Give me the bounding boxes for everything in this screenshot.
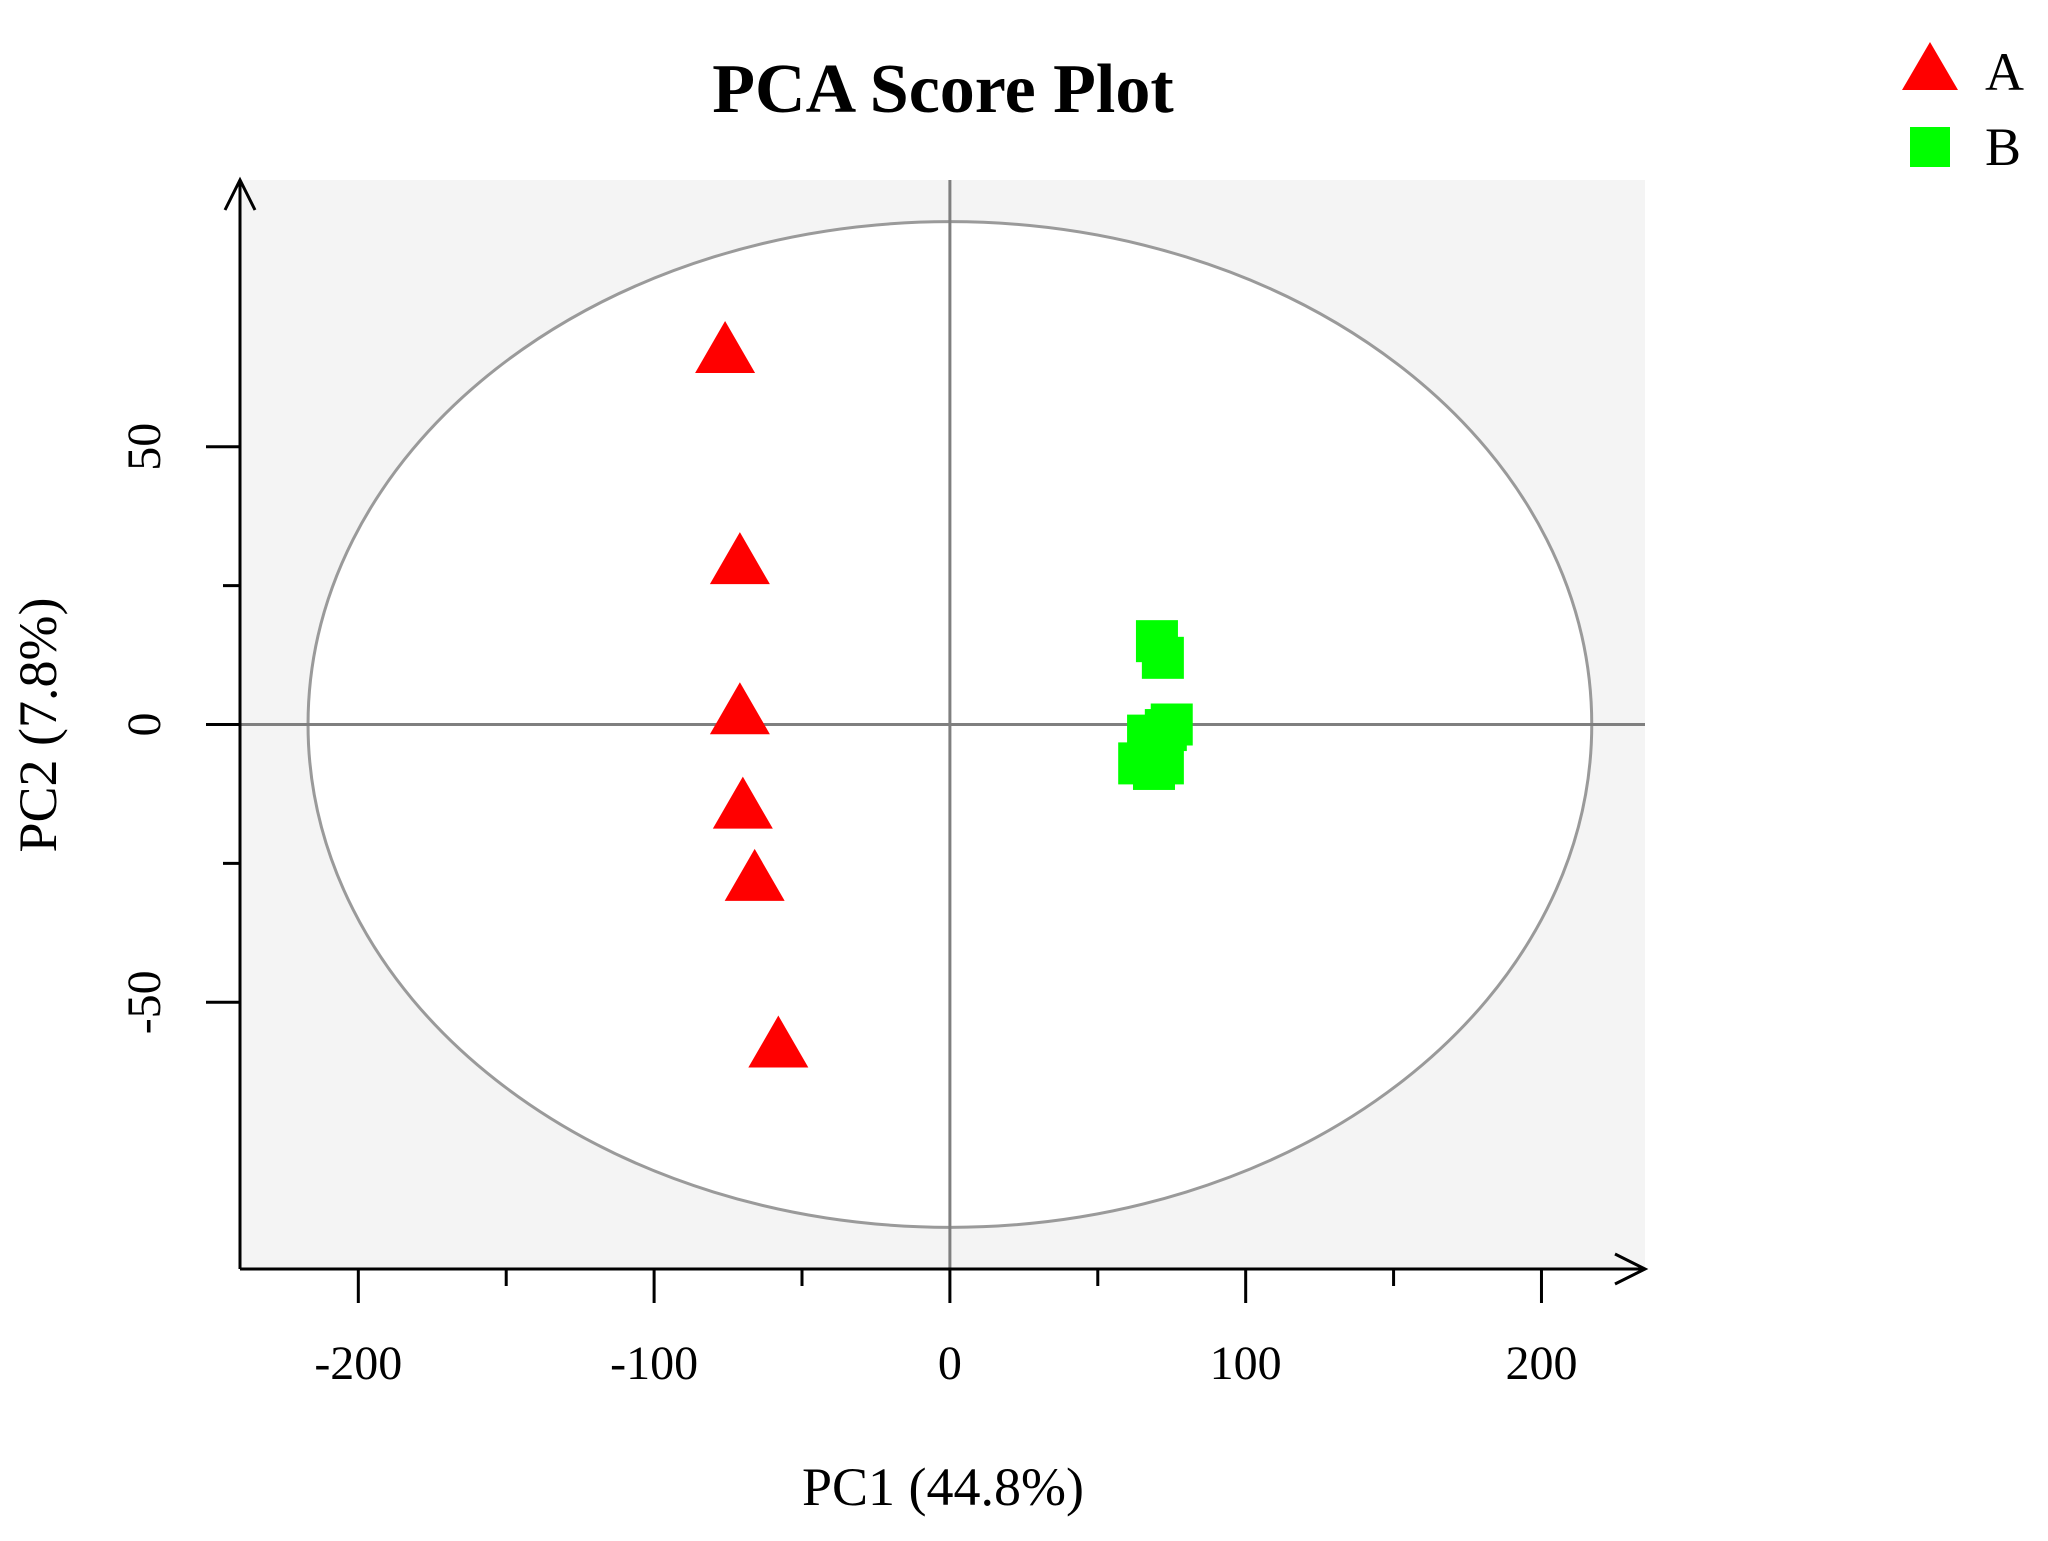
x-tick-label: 200 xyxy=(1505,1337,1577,1390)
point-a-triangle xyxy=(712,776,773,829)
y-axis-ticks: -50 0 50 xyxy=(118,423,240,1034)
legend-label: A xyxy=(1985,42,2024,102)
point-a-triangle xyxy=(695,321,756,374)
y-tick-label: 50 xyxy=(118,423,171,471)
chart-title: PCA Score Plot xyxy=(712,51,1173,128)
legend-label: B xyxy=(1985,117,2021,177)
point-a-triangle xyxy=(748,1015,809,1068)
x-axis-arrow-icon xyxy=(1614,1252,1649,1286)
data-points xyxy=(695,321,1193,1068)
x-axis-label: PC1 (44.8%) xyxy=(802,1457,1084,1517)
point-a-triangle xyxy=(709,682,770,735)
point-a-triangle xyxy=(724,848,785,901)
y-axis-arrow-icon xyxy=(223,176,257,211)
point-a-triangle xyxy=(709,532,770,585)
point-b-square xyxy=(1141,742,1184,785)
x-axis-ticks: -200 -100 0 100 200 xyxy=(314,1269,1577,1390)
x-tick-label: -200 xyxy=(314,1337,402,1390)
y-tick-label: 0 xyxy=(118,713,171,737)
x-tick-label: -100 xyxy=(610,1337,698,1390)
x-tick-label: 100 xyxy=(1210,1337,1282,1390)
point-b-square xyxy=(1141,636,1184,679)
y-axis-label: PC2 (7.8%) xyxy=(8,598,68,853)
legend-square-icon xyxy=(1910,127,1950,167)
legend: AB xyxy=(1902,42,2024,177)
x-tick-label: 0 xyxy=(938,1337,962,1390)
legend-triangle-icon xyxy=(1902,42,1958,90)
y-tick-label: -50 xyxy=(118,970,171,1034)
